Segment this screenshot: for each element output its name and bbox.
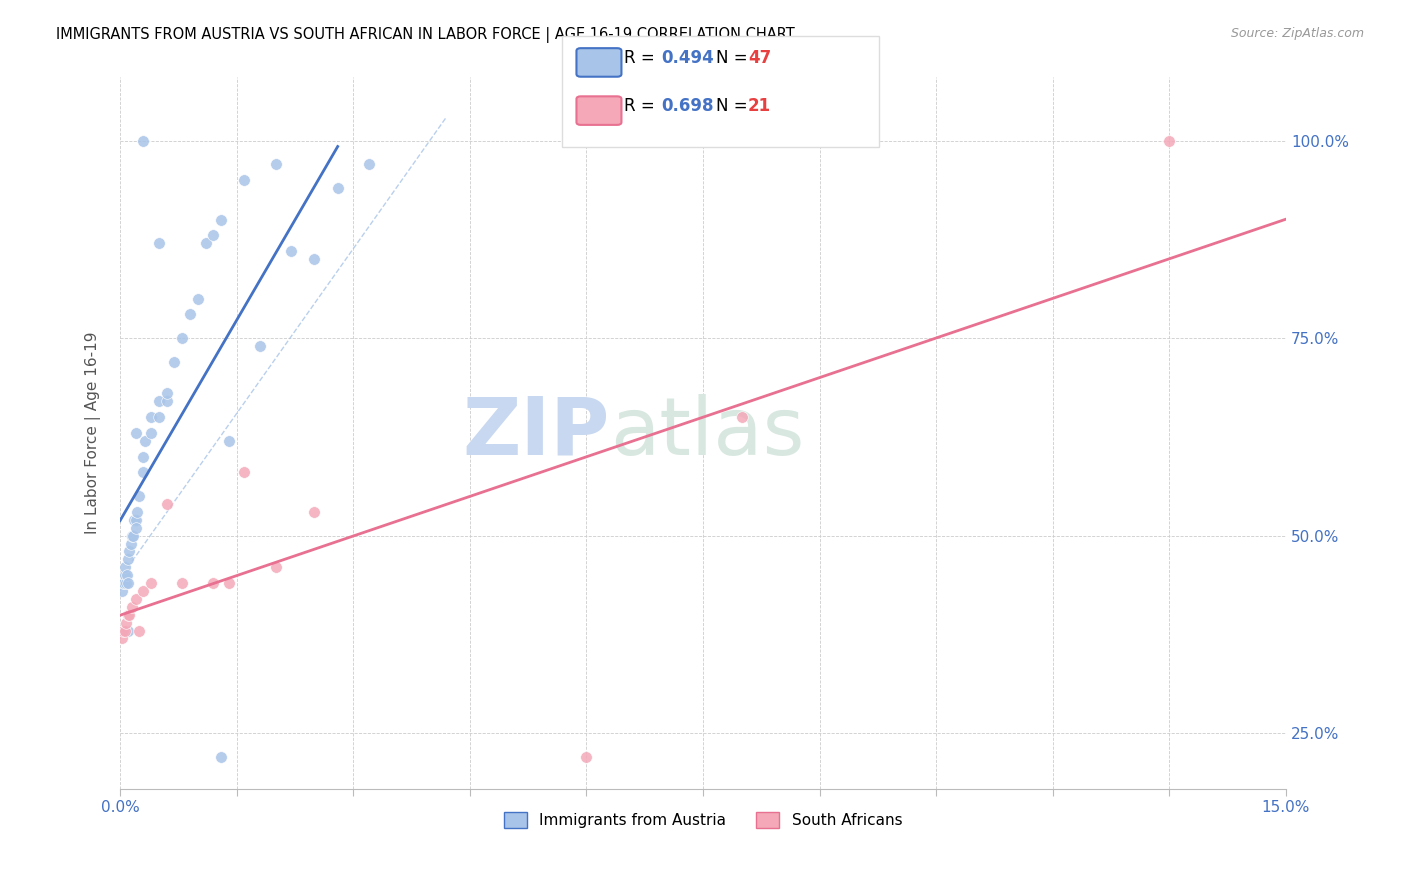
Point — [115, 568, 138, 582]
Point — [209, 212, 232, 227]
Point — [132, 584, 155, 599]
Point — [304, 252, 326, 267]
Text: N =: N = — [716, 49, 752, 67]
Y-axis label: In Labor Force | Age 16-19: In Labor Force | Age 16-19 — [86, 332, 101, 534]
Point — [114, 624, 136, 638]
Point — [110, 632, 132, 646]
Point — [233, 173, 256, 187]
Point — [112, 624, 135, 638]
Point — [132, 466, 155, 480]
Point — [139, 576, 162, 591]
Point — [575, 750, 598, 764]
Point — [115, 576, 138, 591]
Point — [156, 497, 179, 511]
Point — [128, 489, 150, 503]
Point — [233, 466, 256, 480]
Text: ZIP: ZIP — [463, 394, 610, 472]
Point — [357, 157, 380, 171]
Point — [117, 607, 139, 622]
Point — [114, 568, 136, 582]
Point — [172, 576, 194, 591]
Point — [117, 552, 139, 566]
Point — [128, 624, 150, 638]
Text: 47: 47 — [748, 49, 772, 67]
Point — [264, 157, 287, 171]
Point — [124, 591, 146, 606]
Point — [124, 521, 146, 535]
Point — [122, 529, 145, 543]
Point — [118, 544, 141, 558]
Text: N =: N = — [716, 97, 752, 115]
Point — [139, 425, 162, 440]
Text: R =: R = — [624, 97, 661, 115]
Point — [122, 513, 145, 527]
Text: 0.698: 0.698 — [661, 97, 713, 115]
Point — [218, 434, 240, 448]
Point — [148, 410, 170, 425]
Point — [731, 410, 754, 425]
Point — [326, 181, 349, 195]
Point — [202, 576, 225, 591]
Point — [121, 529, 143, 543]
Point — [179, 308, 201, 322]
Point — [117, 576, 139, 591]
Point — [124, 513, 146, 527]
Point — [209, 750, 232, 764]
Point — [112, 576, 135, 591]
Text: atlas: atlas — [610, 394, 804, 472]
Point — [304, 505, 326, 519]
Point — [194, 236, 217, 251]
Point — [118, 607, 141, 622]
Point — [249, 339, 271, 353]
Point — [111, 584, 134, 599]
Point — [1159, 134, 1181, 148]
Point — [172, 331, 194, 345]
Point — [187, 292, 209, 306]
Point — [163, 355, 186, 369]
Point — [280, 244, 302, 259]
Point — [132, 134, 155, 148]
Point — [156, 386, 179, 401]
Text: IMMIGRANTS FROM AUSTRIA VS SOUTH AFRICAN IN LABOR FORCE | AGE 16-19 CORRELATION : IMMIGRANTS FROM AUSTRIA VS SOUTH AFRICAN… — [56, 27, 794, 43]
Point — [110, 576, 132, 591]
Point — [134, 434, 156, 448]
Point — [139, 410, 162, 425]
Point — [121, 599, 143, 614]
Text: Source: ZipAtlas.com: Source: ZipAtlas.com — [1230, 27, 1364, 40]
Point — [148, 236, 170, 251]
Point — [112, 576, 135, 591]
Point — [148, 394, 170, 409]
Point — [202, 228, 225, 243]
Point — [264, 560, 287, 574]
Point — [127, 505, 149, 519]
Point — [156, 394, 179, 409]
Point — [117, 624, 139, 638]
Text: 21: 21 — [748, 97, 770, 115]
Point — [218, 576, 240, 591]
Text: R =: R = — [624, 49, 661, 67]
Text: 0.494: 0.494 — [661, 49, 714, 67]
Point — [120, 536, 142, 550]
Point — [114, 560, 136, 574]
Point — [124, 425, 146, 440]
Point — [132, 450, 155, 464]
Point — [115, 615, 138, 630]
Legend: Immigrants from Austria, South Africans: Immigrants from Austria, South Africans — [498, 806, 908, 834]
